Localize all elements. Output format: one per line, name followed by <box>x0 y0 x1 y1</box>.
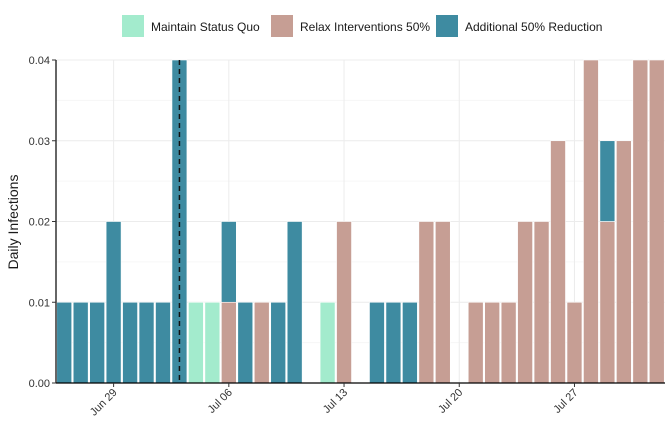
bar-segment <box>122 301 138 384</box>
legend-item: Maintain Status Quo <box>122 15 260 37</box>
bar-segment <box>138 301 155 384</box>
bar-segment <box>72 301 89 384</box>
bars <box>56 59 665 384</box>
x-tick-label: Jul 27 <box>551 387 580 416</box>
bar-segment <box>237 301 254 384</box>
legend-swatch <box>436 15 458 37</box>
x-tick-label: Jul 13 <box>321 387 350 416</box>
x-tick-label: Jul 06 <box>206 387 235 416</box>
legend: Maintain Status Quo Relax Interventions 5… <box>122 15 602 37</box>
y-axis-title: Daily Infections <box>5 175 21 270</box>
bar-segment <box>550 140 566 384</box>
legend-item: Relax Interventions 50% <box>271 15 430 37</box>
y-tick-label: 0.02 <box>29 217 50 229</box>
bar-segment <box>105 221 122 384</box>
bar-segment <box>500 301 517 384</box>
y-tick-label: 0.00 <box>29 378 50 390</box>
legend-label: Additional 50% Reduction <box>465 20 602 34</box>
bar-segment <box>402 301 418 384</box>
bar-segment <box>517 221 533 384</box>
x-tick-label: Jun 29 <box>88 387 120 419</box>
bar-segment <box>435 221 451 384</box>
bar-segment <box>583 59 599 384</box>
bar-segment <box>566 301 583 384</box>
bar-segment <box>369 301 385 384</box>
bar-segment <box>89 301 105 384</box>
bar-segment <box>599 140 616 222</box>
bar-segment <box>418 221 435 384</box>
bar-segment <box>533 221 550 384</box>
bar-segment <box>253 301 270 384</box>
bar-segment <box>188 301 204 384</box>
bar-segment <box>385 301 402 384</box>
bar-segment <box>632 59 649 384</box>
bar-segment <box>204 301 221 384</box>
y-tick-label: 0.01 <box>29 297 50 309</box>
bar-segment <box>286 221 303 384</box>
bar-segment <box>56 301 73 384</box>
bar-segment <box>484 301 500 384</box>
legend-swatch <box>271 15 293 37</box>
bar-segment <box>155 301 171 384</box>
legend-label: Relax Interventions 50% <box>300 20 430 34</box>
x-tick-label: Jul 20 <box>436 387 465 416</box>
bar-segment <box>336 221 352 384</box>
bar-segment <box>599 221 616 384</box>
bar-segment <box>319 301 336 384</box>
bar-segment <box>616 140 632 384</box>
bar-segment <box>467 301 484 384</box>
y-tick-label: 0.04 <box>29 55 50 67</box>
legend-label: Maintain Status Quo <box>151 20 260 34</box>
y-tick-label: 0.03 <box>29 136 50 148</box>
bar-segment <box>221 221 237 303</box>
bar-segment <box>270 301 286 384</box>
legend-swatch <box>122 15 144 37</box>
bar-segment <box>221 301 237 384</box>
legend-item: Additional 50% Reduction <box>436 15 602 37</box>
bar-segment <box>648 59 665 384</box>
